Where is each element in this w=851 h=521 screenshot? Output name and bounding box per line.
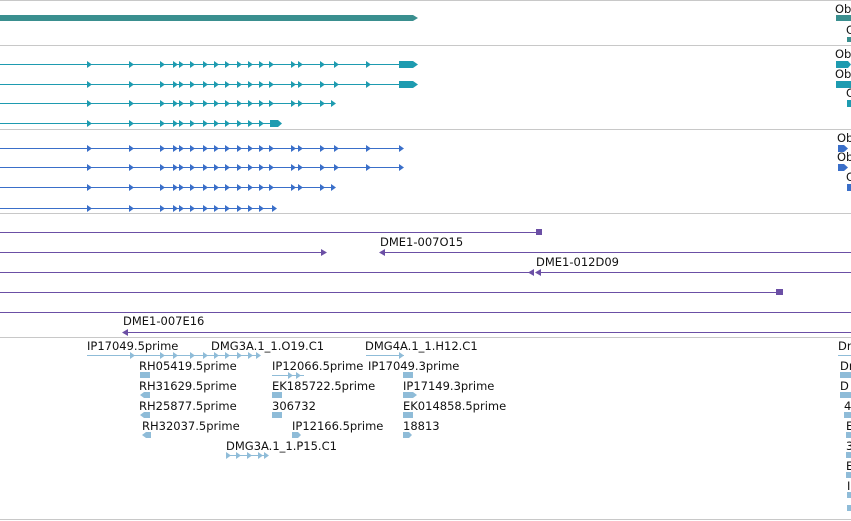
gene-feature-right[interactable]	[836, 15, 851, 21]
transcript-teal-3[interactable]	[0, 100, 336, 107]
est-label-18813[interactable]: 18813	[403, 419, 440, 433]
transcript-blue-3[interactable]	[0, 184, 336, 191]
transcripts-teal-track[interactable]: Ob Ob C	[0, 47, 851, 127]
est-label-dmg3a-o19[interactable]: DMG3A.1_1.O19.C1	[211, 339, 324, 353]
transcript-blue-2[interactable]	[0, 164, 404, 171]
clone-label-dme1-012d09[interactable]: DME1-012D09	[536, 255, 619, 269]
est-ek185722[interactable]	[272, 392, 282, 398]
est-label-306732[interactable]: 306732	[272, 399, 316, 413]
teal-edge-label-2: Ob	[835, 67, 851, 81]
teal-edge-label-3: C	[846, 86, 851, 100]
blue-edge-label-3: C	[846, 170, 851, 184]
gene-edge-mark	[847, 37, 851, 42]
est-306732[interactable]	[272, 412, 282, 418]
est-dmg4a-h12[interactable]	[366, 352, 404, 359]
est-ip12066[interactable]	[272, 372, 304, 379]
teal-edge-label-1: Ob	[835, 47, 851, 61]
gene-track[interactable]: Ob C	[0, 2, 851, 42]
intron-arrows	[87, 61, 371, 68]
est-dmg3a-p15[interactable]	[226, 452, 269, 459]
transcript-teal-2[interactable]	[0, 81, 418, 88]
clone-label-dme1-007o15[interactable]: DME1-007O15	[380, 235, 463, 249]
est-rh31629[interactable]	[140, 392, 150, 398]
est-edge-label-5: E	[846, 419, 851, 433]
est-ip12166[interactable]	[292, 432, 301, 438]
est-label-ip12166[interactable]: IP12166.5prime	[292, 419, 383, 433]
clone-row-3[interactable]	[0, 269, 851, 276]
est-edge-label-6: 3	[846, 439, 851, 453]
transcript-blue-1[interactable]	[0, 145, 404, 152]
transcript-blue-4[interactable]	[0, 205, 277, 212]
transcripts-teal-right[interactable]	[836, 61, 851, 107]
est-rh05419[interactable]	[140, 372, 150, 378]
clone-row-6[interactable]	[122, 329, 851, 336]
est-ek014858[interactable]	[403, 412, 413, 418]
est-label-rh32037[interactable]: RH32037.5prime	[142, 419, 240, 433]
transcripts-blue-right[interactable]	[838, 145, 851, 191]
est-label-dmg3a-p15[interactable]: DMG3A.1_1.P15.C1	[226, 439, 337, 453]
clones-track[interactable]: DME1-007O15 DME1-012D09 DME1-007E16	[0, 229, 851, 336]
est-label-ek185722[interactable]: EK185722.5prime	[272, 379, 375, 393]
gene-edge-label-2: C	[846, 23, 851, 37]
clone-row-1[interactable]	[0, 229, 542, 235]
blue-edge-label-2: Ob	[837, 150, 851, 164]
est-edge-label-1: Dr	[838, 339, 851, 353]
est-right-edge[interactable]: Dr Dr D 4 E 3 E I	[838, 339, 851, 511]
est-label-ek014858[interactable]: EK014858.5prime	[403, 399, 506, 413]
est-edge-label-4: 4	[844, 399, 851, 413]
est-edge-label-3: D	[840, 379, 849, 393]
est-label-rh25877[interactable]: RH25877.5prime	[139, 399, 237, 413]
gene-edge-label: Ob	[835, 2, 851, 16]
est-edge-label-2: Dr	[840, 359, 851, 373]
clone-row-2[interactable]	[0, 249, 851, 256]
est-ip17049-5prime[interactable]	[87, 352, 261, 359]
est-label-rh05419[interactable]: RH05419.5prime	[139, 359, 237, 373]
est-edge-label-7: E	[846, 459, 851, 473]
est-label-dmg4a-h12[interactable]: DMG4A.1_1.H12.C1	[365, 339, 478, 353]
est-ip17049-3prime[interactable]	[403, 372, 413, 378]
gene-feature[interactable]	[0, 15, 418, 21]
est-label-ip12066[interactable]: IP12066.5prime	[272, 359, 363, 373]
est-label-ip17049-3prime[interactable]: IP17049.3prime	[368, 359, 459, 373]
est-label-ip17149[interactable]: IP17149.3prime	[403, 379, 494, 393]
clone-label-dme1-007e16[interactable]: DME1-007E16	[123, 314, 204, 328]
est-track[interactable]: IP17049.5prime DMG3A.1_1.O19.C1 DMG4A.1_…	[87, 339, 851, 511]
est-edge-label-8: I	[847, 479, 850, 493]
clone-row-4[interactable]	[0, 289, 783, 295]
est-label-ip17049-5prime[interactable]: IP17049.5prime	[87, 339, 178, 353]
transcript-teal-4[interactable]	[0, 120, 282, 127]
est-ip17149[interactable]	[403, 392, 417, 398]
est-18813[interactable]	[403, 432, 412, 438]
est-rh32037[interactable]	[142, 432, 151, 438]
transcript-teal-1[interactable]	[0, 61, 418, 68]
transcripts-blue-track[interactable]: Ob Ob C	[0, 131, 851, 212]
blue-edge-label-1: Ob	[837, 131, 851, 145]
est-label-rh31629[interactable]: RH31629.5prime	[139, 379, 237, 393]
est-rh25877[interactable]	[140, 412, 150, 418]
